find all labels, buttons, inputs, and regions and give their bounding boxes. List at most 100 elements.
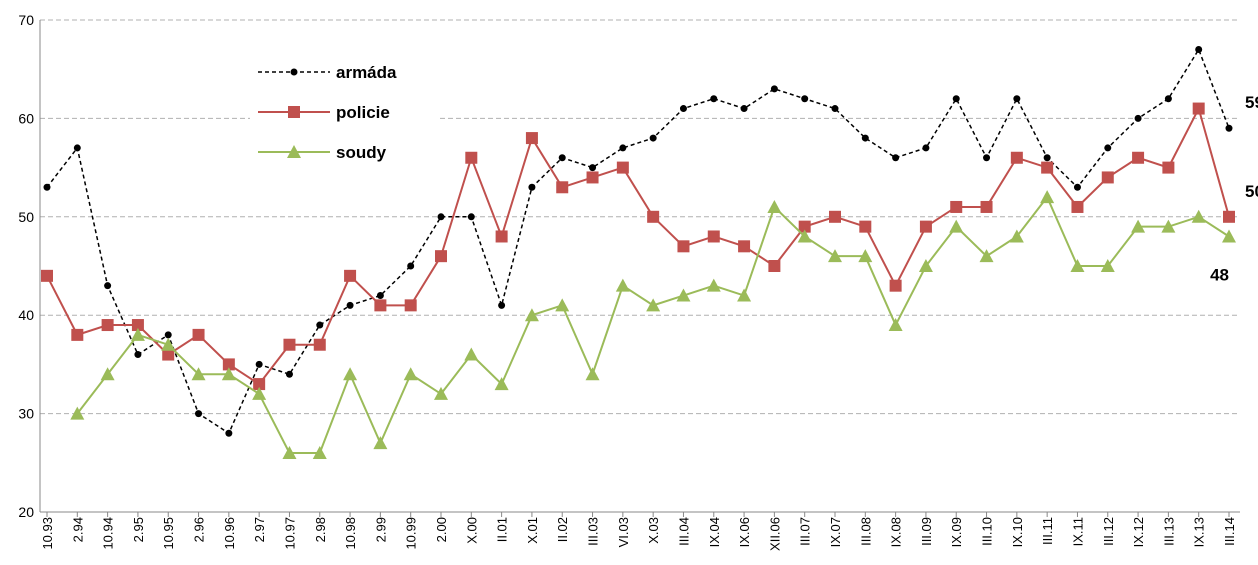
point bbox=[374, 299, 387, 312]
point bbox=[313, 338, 326, 351]
point bbox=[255, 360, 263, 368]
x-tick-label: IX.11 bbox=[1070, 517, 1085, 546]
y-tick-label: 60 bbox=[18, 110, 34, 126]
x-tick-label: XII.06 bbox=[767, 517, 782, 551]
data-label: 59 bbox=[1245, 93, 1258, 112]
x-tick-label: IX.08 bbox=[889, 517, 904, 547]
point bbox=[252, 386, 267, 400]
x-tick-label: IX.06 bbox=[737, 517, 752, 547]
x-tick-label: IX.09 bbox=[949, 517, 964, 547]
point bbox=[403, 367, 418, 381]
point bbox=[134, 351, 142, 359]
point bbox=[101, 319, 114, 332]
x-tick-label: II.01 bbox=[495, 517, 510, 542]
x-tick-label: 2.94 bbox=[70, 517, 85, 542]
point bbox=[282, 445, 297, 459]
point bbox=[285, 370, 293, 378]
x-tick-label: 2.95 bbox=[131, 517, 146, 542]
x-tick-label: III.10 bbox=[980, 517, 995, 546]
point bbox=[437, 213, 445, 221]
series bbox=[70, 190, 1236, 459]
x-tick-label: 10.95 bbox=[161, 517, 176, 550]
point bbox=[376, 292, 384, 300]
x-tick-label: 10.94 bbox=[101, 517, 116, 550]
point bbox=[706, 278, 721, 292]
point bbox=[892, 154, 900, 162]
point bbox=[1100, 259, 1115, 272]
point bbox=[1104, 144, 1112, 152]
point bbox=[1223, 210, 1235, 223]
point bbox=[221, 367, 236, 381]
point bbox=[1134, 114, 1142, 122]
legend-label: soudy bbox=[336, 143, 387, 162]
point bbox=[464, 347, 479, 361]
y-tick-label: 30 bbox=[18, 406, 34, 422]
x-tick-label: 10.93 bbox=[40, 517, 55, 550]
point bbox=[498, 301, 506, 309]
point bbox=[676, 288, 691, 302]
point bbox=[861, 134, 869, 142]
point bbox=[1040, 190, 1055, 204]
point bbox=[373, 436, 388, 450]
point bbox=[225, 429, 233, 437]
y-tick-label: 70 bbox=[18, 12, 34, 28]
x-tick-label: 2.96 bbox=[192, 517, 207, 542]
point bbox=[889, 279, 902, 292]
x-tick-label: 10.96 bbox=[222, 517, 237, 550]
point bbox=[524, 308, 539, 322]
point bbox=[647, 210, 660, 223]
point bbox=[222, 358, 235, 371]
point bbox=[41, 269, 53, 282]
point bbox=[980, 200, 993, 213]
point bbox=[949, 219, 964, 233]
point bbox=[737, 288, 752, 302]
point bbox=[770, 85, 778, 93]
point bbox=[649, 134, 657, 142]
point bbox=[828, 249, 842, 263]
point bbox=[161, 337, 176, 351]
x-tick-label: X.01 bbox=[525, 517, 540, 544]
legend: armáda policie soudy bbox=[250, 55, 440, 170]
point bbox=[558, 154, 566, 162]
x-tick-label: IX.13 bbox=[1192, 517, 1207, 547]
x-tick-label: III.12 bbox=[1101, 517, 1116, 546]
data-label: 48 bbox=[1210, 265, 1229, 284]
point bbox=[1073, 183, 1081, 191]
point bbox=[616, 161, 629, 174]
line bbox=[76, 195, 1230, 454]
x-tick-label: III.13 bbox=[1161, 517, 1176, 546]
point bbox=[1222, 229, 1236, 243]
point bbox=[283, 338, 296, 351]
point bbox=[707, 230, 720, 243]
point bbox=[589, 164, 597, 172]
point bbox=[346, 301, 354, 309]
point bbox=[767, 199, 782, 213]
series bbox=[43, 46, 1233, 437]
point bbox=[1043, 154, 1051, 162]
x-tick-label: III.03 bbox=[586, 517, 601, 546]
x-tick-label: VI.03 bbox=[616, 517, 631, 547]
point bbox=[1101, 171, 1114, 184]
point bbox=[740, 105, 748, 113]
point bbox=[71, 328, 84, 341]
point bbox=[922, 144, 930, 152]
x-tick-label: 2.97 bbox=[252, 517, 267, 542]
point bbox=[797, 229, 812, 243]
point bbox=[344, 269, 357, 282]
x-tick-label: II.02 bbox=[555, 517, 570, 542]
legend-marker bbox=[288, 106, 300, 118]
series bbox=[41, 102, 1235, 391]
point bbox=[528, 183, 536, 191]
x-tick-label: III.14 bbox=[1222, 517, 1237, 546]
point bbox=[465, 151, 478, 164]
point bbox=[983, 154, 991, 162]
x-tick-label: 2.98 bbox=[313, 517, 328, 542]
x-tick-label: 10.98 bbox=[343, 517, 358, 550]
x-tick-label: 2.00 bbox=[434, 517, 449, 542]
point bbox=[888, 318, 903, 332]
point bbox=[619, 144, 627, 152]
legend-label: policie bbox=[336, 103, 390, 122]
point bbox=[1225, 124, 1233, 132]
legend-marker bbox=[290, 68, 298, 76]
point bbox=[950, 200, 963, 213]
